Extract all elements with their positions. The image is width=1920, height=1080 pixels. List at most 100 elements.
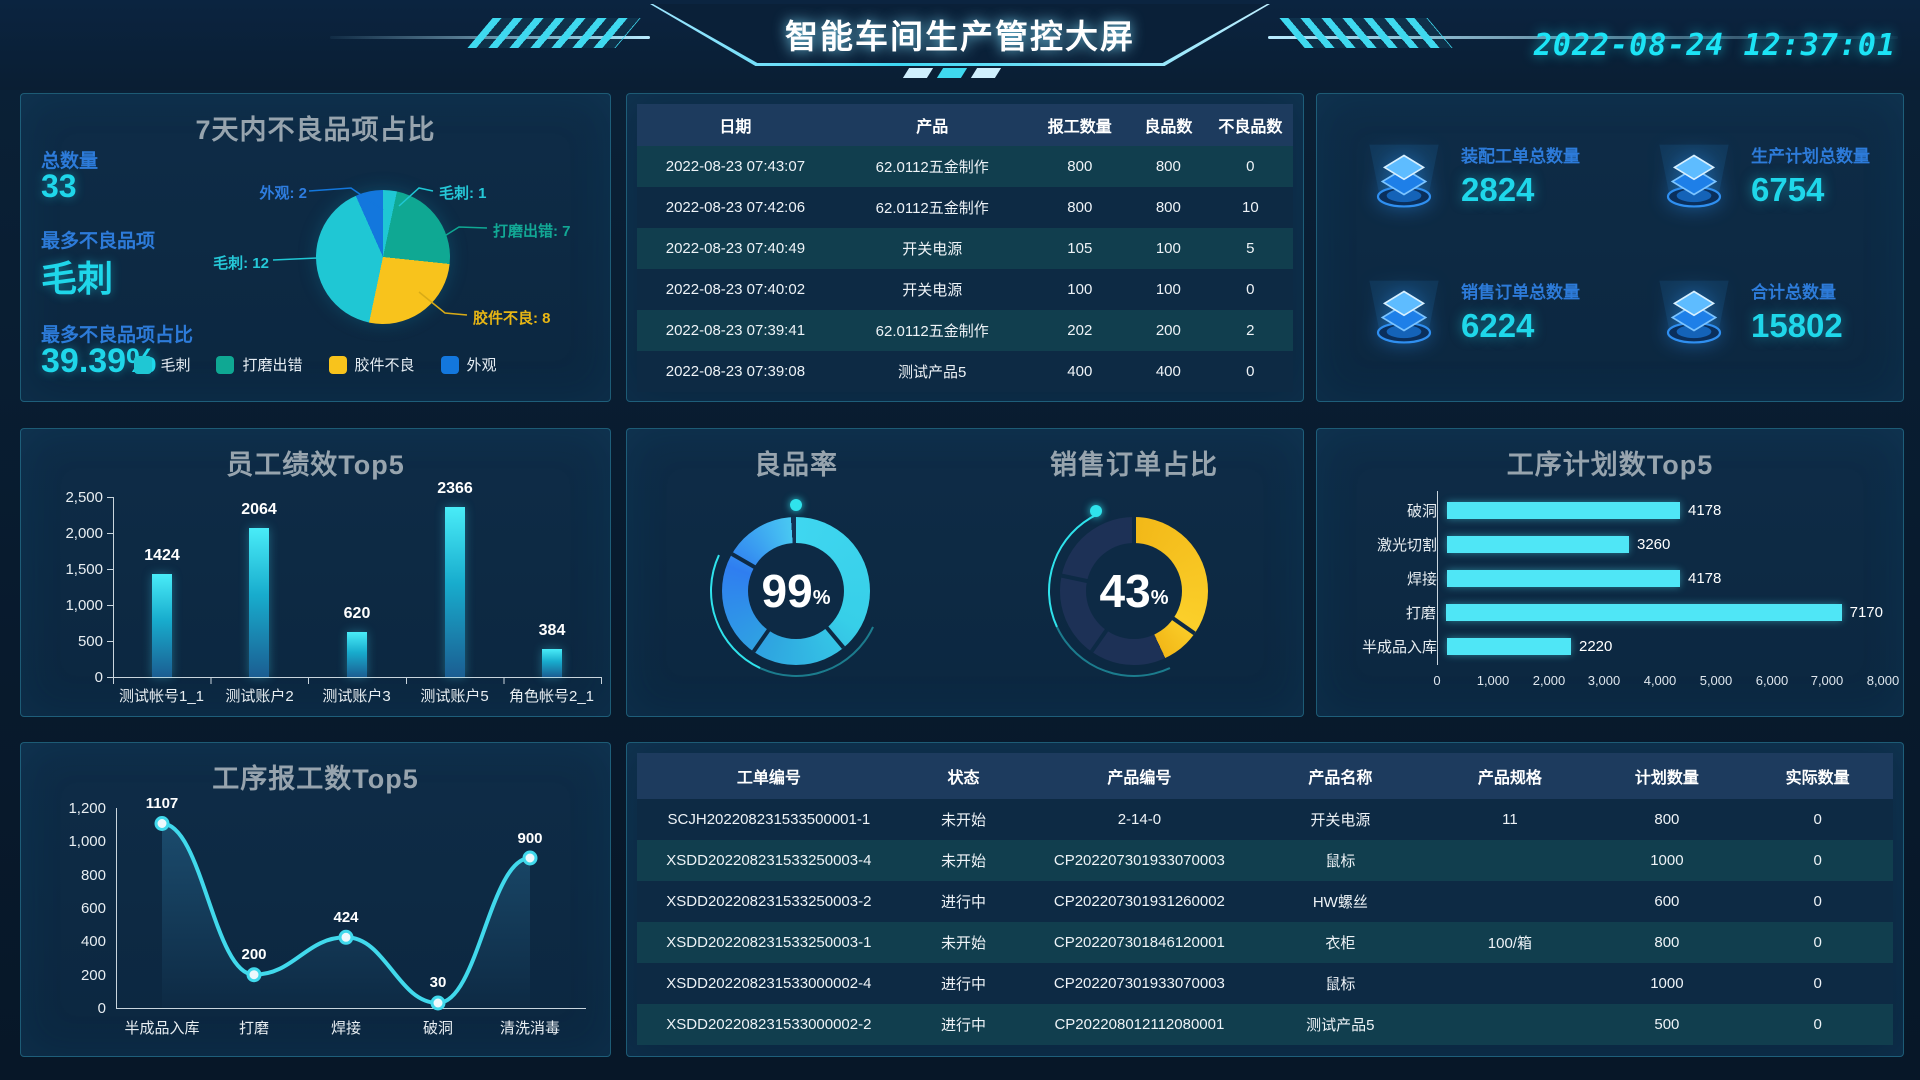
work-order-table-panel: 工单编号 状态 产品编号 产品名称 产品规格 计划数量 实际数量 SCJH202… [626, 742, 1904, 1057]
x-axis-ticks [113, 678, 602, 684]
table-row: 2022-08-23 07:42:06 62.0112五金制作 800 800 10 [637, 187, 1293, 228]
top-defect-ratio-label: 最多不良品项占比 [41, 325, 194, 346]
defect-ratio-panel: 7天内不良品项占比 总数量 33 最多不良品项 毛刺 最多不良品项占比 39.3… [20, 93, 611, 402]
x-axis-line [113, 677, 602, 678]
pie-legend: 毛刺 打磨出错 胶件不良 外观 [21, 354, 610, 375]
col-header-date: 日期 [637, 104, 834, 146]
point-value-label: 30 [429, 974, 447, 991]
y-axis-line [113, 497, 114, 678]
line-marker [522, 850, 538, 866]
legend-swatch-icon [134, 355, 153, 374]
y-tick: 0 [97, 1000, 106, 1017]
layers-icon [1369, 144, 1439, 208]
defect-panel-title: 7天内不良品项占比 [195, 115, 436, 145]
hbar-damo [1445, 603, 1842, 621]
col-header-good: 良品数 [1128, 104, 1208, 146]
pie-label-jiaojian: 胶件不良: 8 [473, 310, 551, 327]
y-tick: 1,000 [68, 833, 106, 850]
cell-product: 62.0112五金制作 [875, 200, 989, 217]
header-deco-line-right [1268, 36, 1898, 39]
legend-label: 毛刺 [160, 357, 191, 374]
col-header-plan-qty: 计划数量 [1591, 753, 1743, 799]
hbar-value: 7170 [1849, 603, 1883, 621]
hbar-category: 半成品入库 [1361, 638, 1437, 656]
legend-label: 胶件不良 [354, 357, 415, 374]
cell-good: 200 [1155, 322, 1181, 339]
cell-good: 800 [1155, 199, 1181, 216]
plan-chart-title: 工序计划数Top5 [1506, 450, 1714, 480]
top-defect-label: 最多不良品项 [41, 231, 156, 252]
cell-product-name: HW螺丝 [1312, 894, 1368, 911]
pie-label-maoci-1: 毛刺: 1 [439, 185, 487, 202]
totals-panel: 装配工单总数量 2824 生产计划总数量 6754 销售订单总数量 6224 合计总数… [1316, 93, 1904, 402]
cell-actual-qty: 0 [1813, 934, 1822, 951]
cell-good: 400 [1155, 363, 1181, 380]
cell-defective: 0 [1246, 281, 1255, 298]
cell-defective: 5 [1246, 240, 1255, 257]
y-tick: 1,000 [65, 597, 103, 614]
hbar-category: 焊接 [1406, 570, 1437, 588]
bar-staff-5 [542, 649, 562, 677]
cell-good: 800 [1155, 158, 1181, 175]
y-tick: 2,500 [65, 489, 103, 506]
cell-actual-qty: 0 [1813, 852, 1822, 869]
total-card-value: 2824 [1461, 170, 1535, 208]
pie-label-maoci-12: 毛刺: 12 [213, 255, 269, 272]
gauge1-title: 良品率 [754, 450, 838, 480]
header-bar: 智能车间生产管控大屏 2022-08-24 12:37:01 [0, 0, 1920, 90]
gauge-value: 43 [1099, 565, 1151, 617]
legend-swatch-icon [216, 355, 235, 374]
cell-status: 未开始 [941, 812, 987, 829]
y-tick: 800 [80, 867, 106, 884]
col-header-reported: 报工数量 [1030, 104, 1129, 146]
bar-value-label: 2064 [241, 501, 277, 518]
cell-spec [1428, 1004, 1591, 1045]
hbar-category: 打磨 [1405, 604, 1436, 622]
cell-product: 62.0112五金制作 [875, 159, 989, 176]
cell-spec [1428, 840, 1591, 881]
cell-reported: 202 [1067, 322, 1093, 339]
cell-product-code: 2-14-0 [1117, 811, 1162, 828]
y-tick: 600 [80, 900, 106, 917]
work-report-table-panel: 日期 产品 报工数量 良品数 不良品数 2022-08-23 07:43:07 6… [626, 93, 1304, 402]
x-tick: 2,000 [1532, 673, 1566, 688]
y-tick: 0 [94, 669, 103, 686]
table-row: XSDD202208231533000002-4 进行中 CP20220730193… [637, 963, 1893, 1004]
cell-product-code: CP202207301931260002 [1053, 893, 1225, 910]
work-order-table: 工单编号 状态 产品编号 产品名称 产品规格 计划数量 实际数量 SCJH202… [637, 753, 1893, 1045]
cell-plan-qty: 500 [1654, 1016, 1680, 1033]
page-title: 智能车间生产管控大屏 [785, 18, 1135, 55]
x-tick: 3,000 [1587, 673, 1621, 688]
hbar-bancheng [1447, 637, 1571, 655]
cell-spec: 100/箱 [1487, 935, 1532, 952]
cell-product-name: 鼠标 [1325, 853, 1356, 870]
point-value-label: 1107 [145, 795, 179, 812]
line-area-fill [162, 823, 530, 1008]
total-card-sales: 销售订单总数量 6224 [1365, 272, 1580, 350]
col-header-product-name: 产品名称 [1252, 753, 1429, 799]
col-header-status: 状态 [900, 753, 1027, 799]
x-category-label: 角色帐号2_1 [508, 688, 595, 705]
total-card-assembly: 装配工单总数量 2824 [1365, 136, 1580, 214]
gauge-center: 43 % [1086, 543, 1182, 639]
layers-icon [1369, 280, 1439, 344]
cell-defective: 2 [1246, 322, 1255, 339]
y-tick: 500 [77, 633, 103, 650]
y-tick: 2,000 [65, 525, 103, 542]
datetime-display: 2022-08-24 12:37:01 [1533, 28, 1896, 63]
cell-reported: 105 [1067, 240, 1093, 257]
gauges-panel: 良品率 销售订单占比 99 % 43 % [626, 428, 1304, 717]
cell-status: 未开始 [941, 935, 987, 952]
cell-product: 测试产品5 [898, 364, 967, 381]
cell-order-no: XSDD202208231533250003-1 [666, 934, 872, 951]
sales-ratio-gauge: 43 % [1023, 480, 1245, 702]
header-deco-minibar [902, 68, 934, 78]
table-row: SCJH202208231533500001-1 未开始 2-14-0 开关电源 11 8… [637, 799, 1893, 840]
process-plan-panel: 工序计划数Top5 破洞 4178 激光切割 3260 焊接 4178 打磨 7… [1316, 428, 1904, 717]
x-category-label: 破洞 [422, 1020, 453, 1037]
line-marker [246, 967, 262, 983]
work-report-table: 日期 产品 报工数量 良品数 不良品数 2022-08-23 07:43:07 6… [637, 104, 1293, 392]
cell-order-no: SCJH202208231533500001-1 [667, 811, 871, 828]
cell-order-no: XSDD202208231533250003-2 [666, 893, 872, 910]
